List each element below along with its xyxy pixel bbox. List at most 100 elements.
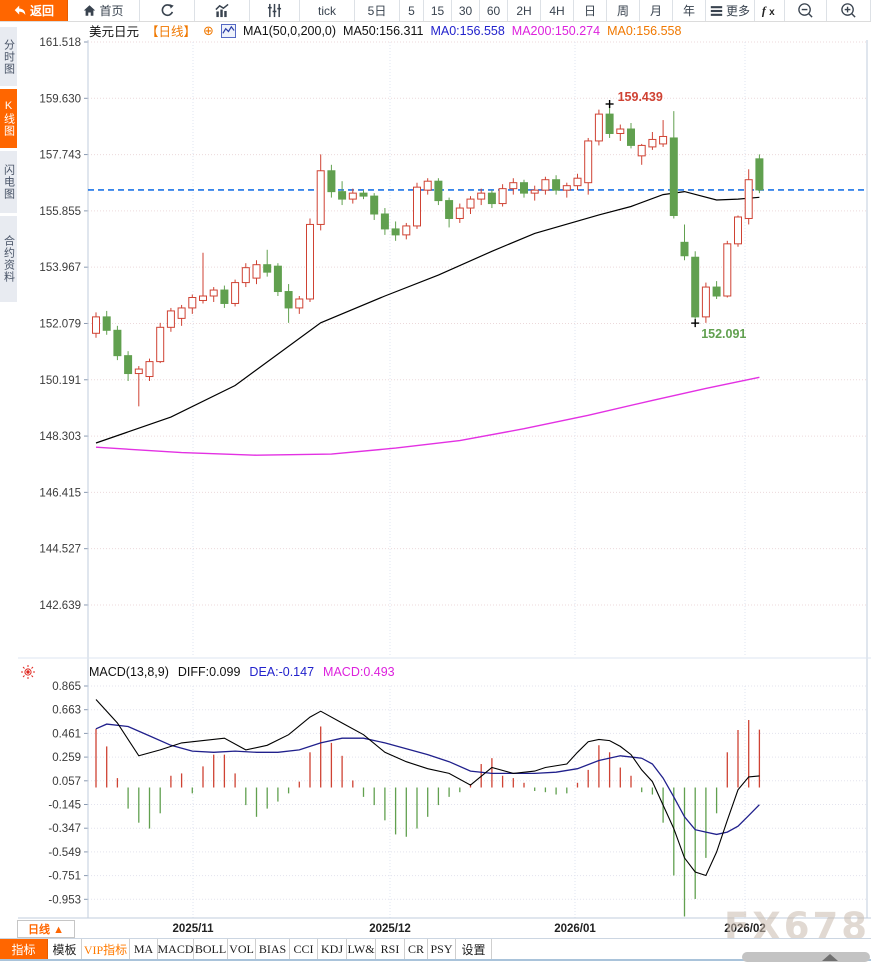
left-sidebar: 分时图 K线图闪电图合约资料 — [0, 21, 18, 937]
svg-text:153.967: 153.967 — [39, 262, 81, 274]
candles-layer — [92, 103, 764, 407]
ohlc-style-button[interactable] — [250, 0, 300, 21]
period-2h-button[interactable]: 2H — [508, 0, 541, 21]
indicator-tab-bar: 指标 模板 VIP指标 MA MACD BOLL VOL BIAS CCI KDJ LW& RSI CR… — [0, 938, 871, 961]
more-button-label: 更多 — [725, 4, 750, 18]
scrollbar-up-arrow[interactable] — [822, 954, 838, 961]
indicator-tab-设置[interactable]: 设置 — [456, 939, 492, 959]
sidebar-tab-1[interactable]: 分时图 — [0, 27, 17, 86]
svg-text:0.057: 0.057 — [52, 776, 81, 788]
period-year-button[interactable]: 年 — [673, 0, 706, 21]
indicator-tab-LW&[interactable]: LW& — [347, 939, 376, 959]
top-toolbar: 返回 首页 tick 5日 5 15 30 60 2H 4H 日 周 月 年 更多 f x — [0, 0, 871, 22]
svg-text:-0.145: -0.145 — [48, 800, 81, 812]
indicator-tab-RSI[interactable]: RSI — [376, 939, 405, 959]
svg-text:-0.347: -0.347 — [48, 823, 81, 835]
zoom-out-button[interactable] — [785, 0, 827, 21]
back-button[interactable]: 返回 — [0, 0, 68, 21]
area-chart-button[interactable] — [195, 0, 250, 21]
svg-text:2026/01: 2026/01 — [554, 923, 596, 935]
period-month-button[interactable]: 月 — [640, 0, 673, 21]
svg-text:157.743: 157.743 — [39, 150, 81, 162]
svg-text:155.855: 155.855 — [39, 206, 81, 218]
period-5day-button-label: 5日 — [367, 4, 387, 18]
expand-icon[interactable]: ⊕ — [203, 23, 214, 38]
home-button[interactable]: 首页 — [68, 0, 140, 21]
period-day-button-label: 日 — [583, 4, 596, 18]
symbol-name: 美元日元 — [89, 25, 140, 39]
svg-text:152.091: 152.091 — [701, 327, 746, 341]
indicator-tab-VOL[interactable]: VOL — [228, 939, 256, 959]
period-5day-button[interactable]: 5日 — [355, 0, 400, 21]
period-day-button[interactable]: 日 — [574, 0, 607, 21]
period-month-button-label: 月 — [649, 4, 662, 18]
indicator-tab-BOLL[interactable]: BOLL — [194, 939, 228, 959]
bottom-scrollbar[interactable] — [742, 952, 870, 962]
indicator-tab-BIAS[interactable]: BIAS — [256, 939, 290, 959]
refresh-icon — [160, 3, 175, 18]
indicator-tab-模板[interactable]: 模板 — [48, 939, 82, 959]
macd-dea-value: DEA:-0.147 — [249, 665, 315, 679]
period-5-button[interactable]: 5 — [400, 0, 424, 21]
period-60-button-label: 60 — [486, 3, 501, 18]
period-30-button-label: 30 — [458, 3, 473, 18]
tick-button[interactable]: tick — [300, 0, 355, 21]
grid-layer: 161.518 159.630 157.743 155.855 153.967 152.0… — [39, 37, 867, 935]
period-label: 【日线】 — [146, 25, 197, 39]
period-4h-button-label: 4H — [549, 3, 565, 18]
period-year-button-label: 年 — [682, 4, 695, 18]
ma200-value: MA200:150.274 — [511, 23, 601, 38]
svg-text:150.191: 150.191 — [39, 375, 81, 387]
sidebar-tab-4[interactable]: 合约资料 — [0, 216, 17, 302]
ma200-line — [95, 376, 760, 456]
indicator-settings-icon[interactable] — [20, 664, 36, 685]
arrow-left-icon — [13, 4, 27, 17]
indicator-tab-MACD[interactable]: MACD — [158, 939, 194, 959]
svg-text:0.461: 0.461 — [52, 728, 81, 740]
sidebar-tab-2[interactable]: K线图 — [0, 89, 17, 148]
period-15-button[interactable]: 15 — [424, 0, 452, 21]
indicator-tab-VIP指标[interactable]: VIP指标 — [82, 939, 130, 959]
macd-layer — [95, 720, 761, 917]
chart-icon — [214, 3, 230, 18]
tick-button-label: tick — [318, 3, 336, 18]
macd-diff-value: DIFF:0.099 — [177, 665, 241, 679]
svg-text:152.079: 152.079 — [39, 318, 81, 330]
refresh-button[interactable] — [140, 0, 195, 21]
sidebar-tab-3[interactable]: 闪电图 — [0, 151, 17, 213]
svg-text:-0.549: -0.549 — [48, 847, 81, 859]
ma-settings-label: MA1(50,0,200,0) — [242, 23, 337, 38]
ma0-orange-value: MA0:156.558 — [607, 23, 682, 38]
period-15-button-label: 15 — [430, 3, 445, 18]
svg-text:159.439: 159.439 — [618, 90, 663, 104]
indicator-tab-CR[interactable]: CR — [405, 939, 428, 959]
zoom-out-icon — [797, 2, 814, 19]
svg-text:0.865: 0.865 — [52, 681, 81, 693]
svg-text:161.518: 161.518 — [39, 37, 81, 49]
period-30-button[interactable]: 30 — [452, 0, 480, 21]
plot-borders — [18, 40, 871, 919]
home-button-label: 首页 — [99, 4, 124, 18]
chart-canvas[interactable]: 161.518 159.630 157.743 155.855 153.967 152.0… — [0, 0, 871, 945]
period-2h-button-label: 2H — [516, 3, 532, 18]
zoom-in-button[interactable] — [827, 0, 871, 21]
ma-chart-icon — [220, 23, 236, 38]
macd-title: MACD(13,8,9) — [89, 665, 169, 679]
period-60-button[interactable]: 60 — [480, 0, 508, 21]
indicator-tab-指标[interactable]: 指标 — [0, 939, 48, 959]
indicator-tab-KDJ[interactable]: KDJ — [318, 939, 347, 959]
macd-legend: MACD(13,8,9) DIFF:0.099 DEA:-0.147 MACD:… — [89, 664, 395, 680]
more-button[interactable]: 更多 — [706, 0, 755, 21]
svg-text:2026/02: 2026/02 — [724, 923, 766, 935]
period-selector-button[interactable]: 日线 ▲ — [17, 920, 75, 938]
period-week-button[interactable]: 周 — [607, 0, 640, 21]
main-chart-legend: 美元日元 【日线】 ⊕ MA1(50,0,200,0) MA50:156.311… — [89, 22, 681, 39]
indicator-tab-CCI[interactable]: CCI — [290, 939, 318, 959]
period-4h-button[interactable]: 4H — [541, 0, 574, 21]
indicator-tab-MA[interactable]: MA — [130, 939, 158, 959]
indicator-tab-PSY[interactable]: PSY — [428, 939, 456, 959]
svg-text:142.639: 142.639 — [39, 600, 81, 612]
sliders-icon — [267, 3, 282, 18]
